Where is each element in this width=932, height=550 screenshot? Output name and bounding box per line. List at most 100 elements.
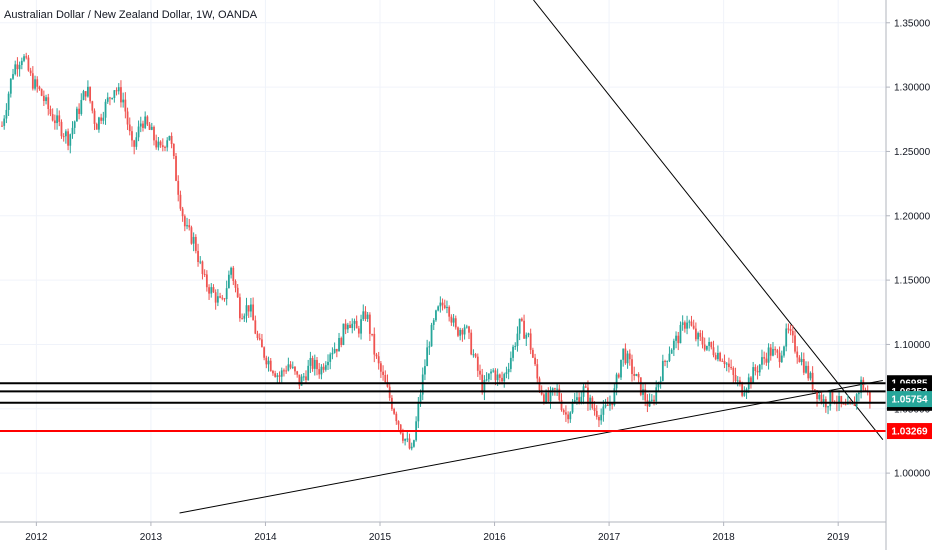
candle-body: [31, 73, 34, 89]
candle-body: [800, 359, 803, 363]
candle-body: [18, 65, 21, 70]
candle-body: [428, 346, 431, 348]
candle-body: [139, 123, 142, 127]
candle-body: [307, 365, 310, 381]
candle-body: [809, 372, 812, 379]
candle-body: [690, 321, 693, 326]
candle-body: [265, 357, 268, 365]
candle-body: [728, 363, 730, 368]
candle-body: [95, 123, 98, 130]
candle-body: [635, 374, 638, 376]
candle-body: [769, 347, 772, 356]
candle-body: [272, 371, 274, 374]
candle-body: [148, 124, 151, 130]
candle-body: [851, 403, 854, 405]
time-axis[interactable]: 2012 2013 2014 2015 2016 2017 2018 2019: [25, 522, 850, 543]
candle-body: [417, 402, 420, 422]
candle-body: [80, 99, 83, 114]
candle-body: [177, 180, 180, 195]
candle-body: [247, 305, 250, 312]
candle-body: [29, 70, 32, 74]
candle-body: [620, 359, 622, 378]
candle-body: [40, 89, 43, 96]
candle-body: [672, 340, 675, 350]
candle-body: [87, 86, 89, 97]
candle-body: [472, 354, 475, 356]
candle-body: [269, 360, 272, 372]
candle-body: [657, 382, 660, 388]
candle-body: [516, 333, 519, 346]
candle-body: [463, 327, 466, 335]
candle-body: [609, 402, 611, 406]
candle-body: [430, 324, 433, 347]
candle-body: [338, 338, 340, 352]
candle-body: [320, 366, 323, 375]
candle-body: [335, 348, 338, 352]
candle-body: [309, 358, 312, 366]
candle-body: [25, 56, 28, 58]
candle-body: [503, 374, 506, 382]
candle-body: [236, 287, 239, 298]
candle-body: [201, 261, 204, 274]
candle-body: [758, 364, 761, 373]
candle-body: [624, 348, 627, 364]
candle-body: [225, 288, 228, 300]
candle-body: [172, 143, 175, 156]
candle-body: [589, 397, 592, 405]
candle-body: [219, 296, 221, 298]
candle-body: [683, 322, 686, 329]
candle-body: [721, 360, 724, 362]
candle-body: [664, 360, 666, 362]
gridlines: [0, 0, 886, 522]
candle-body: [446, 306, 448, 309]
candle-body: [399, 424, 402, 434]
candle-body: [587, 387, 589, 405]
candle-body: [373, 333, 376, 355]
candle-body: [791, 330, 794, 336]
candle-body: [857, 392, 860, 395]
candle-body: [492, 370, 495, 372]
candle-body: [166, 140, 169, 148]
candle-body: [245, 305, 248, 316]
candle-body: [316, 359, 318, 370]
candle-body: [179, 194, 182, 209]
candle-body: [234, 281, 237, 288]
candle-body: [659, 380, 662, 383]
candle-body: [421, 374, 424, 395]
x-tick-label: 2019: [827, 532, 850, 543]
candle-body: [197, 250, 199, 262]
x-tick-label: 2013: [140, 532, 163, 543]
candle-body: [9, 78, 12, 94]
candle-body: [324, 365, 327, 370]
candle-body: [701, 336, 704, 345]
candle-body: [470, 332, 473, 355]
candle-body: [593, 407, 596, 411]
candle-body: [602, 406, 605, 415]
level-label-bg: [887, 423, 932, 440]
candle-body: [743, 393, 746, 396]
candle-body: [631, 359, 633, 374]
candle-body: [243, 315, 246, 319]
candle-body: [595, 410, 598, 417]
candle-body: [710, 342, 713, 348]
candle-body: [479, 370, 481, 375]
candle-body: [23, 56, 25, 61]
candle-body: [732, 367, 735, 376]
candle-body: [183, 216, 186, 227]
candle-body: [283, 370, 285, 372]
candle-body: [474, 354, 477, 357]
candle-body: [615, 374, 618, 389]
candle-body: [117, 87, 120, 92]
candle-body: [142, 123, 144, 128]
candle-body: [765, 358, 768, 363]
y-tick-label: 1.30000: [894, 83, 931, 94]
candle-body: [600, 414, 603, 421]
candle-body: [816, 390, 818, 400]
candle-body: [199, 261, 202, 263]
y-tick-label: 1.35000: [894, 18, 931, 29]
candle-body: [783, 346, 785, 356]
candle-body: [842, 403, 845, 405]
candle-body: [384, 374, 387, 383]
candle-body: [558, 388, 561, 400]
